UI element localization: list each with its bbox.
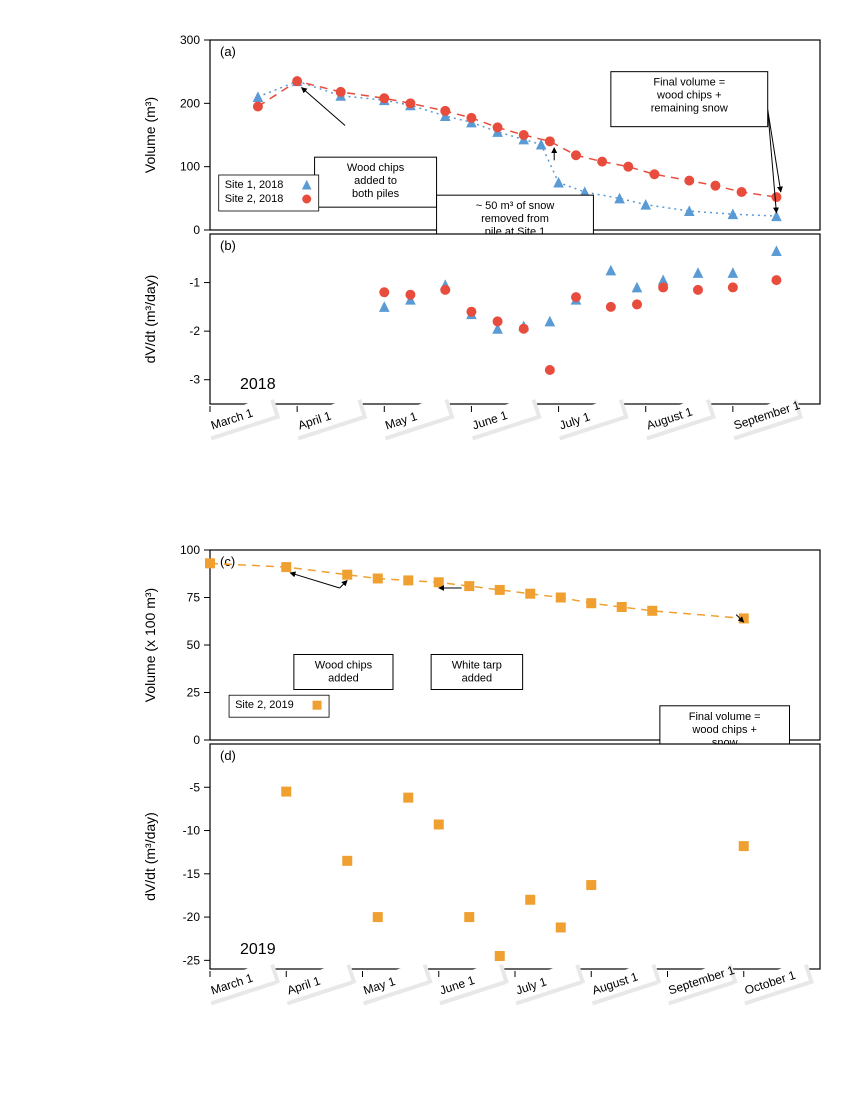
svg-text:75: 75: [187, 591, 201, 605]
svg-text:2018: 2018: [240, 376, 276, 393]
svg-text:-2: -2: [189, 324, 200, 338]
svg-text:added to: added to: [354, 175, 397, 187]
svg-text:-15: -15: [183, 867, 201, 881]
svg-text:Wood chips: Wood chips: [347, 162, 405, 174]
svg-text:Wood chips: Wood chips: [315, 660, 373, 672]
svg-text:-10: -10: [183, 824, 201, 838]
svg-text:Volume (m³): Volume (m³): [142, 97, 158, 173]
svg-text:100: 100: [180, 160, 200, 174]
svg-text:removed from: removed from: [481, 213, 549, 225]
svg-text:200: 200: [180, 96, 200, 110]
svg-text:dV/dt (m³/day): dV/dt (m³/day): [142, 812, 158, 901]
svg-text:White tarp: White tarp: [452, 660, 502, 672]
svg-text:100: 100: [180, 543, 200, 557]
svg-text:-3: -3: [189, 373, 200, 387]
svg-text:~ 50 m³ of snow: ~ 50 m³ of snow: [476, 200, 555, 212]
svg-text:wood chips +: wood chips +: [656, 90, 722, 102]
svg-text:Final volume =: Final volume =: [689, 711, 761, 723]
svg-text:added: added: [328, 673, 359, 685]
svg-text:(b): (b): [220, 238, 236, 253]
svg-text:25: 25: [187, 686, 201, 700]
svg-text:wood chips +: wood chips +: [691, 724, 757, 736]
svg-text:2019: 2019: [240, 941, 276, 958]
svg-text:300: 300: [180, 33, 200, 47]
svg-text:(d): (d): [220, 748, 236, 763]
svg-text:Final volume =: Final volume =: [653, 77, 725, 89]
svg-text:50: 50: [187, 638, 201, 652]
svg-text:dV/dt (m³/day): dV/dt (m³/day): [142, 275, 158, 364]
svg-text:Volume (x 100 m³): Volume (x 100 m³): [142, 588, 158, 702]
svg-text:(a): (a): [220, 44, 236, 59]
svg-text:-5: -5: [189, 780, 200, 794]
svg-text:added: added: [462, 673, 493, 685]
figure-svg: 0100200300Volume (m³)(a)Wood chipsadded …: [0, 0, 860, 1101]
svg-text:-1: -1: [189, 276, 200, 290]
svg-text:remaining snow: remaining snow: [651, 103, 728, 115]
svg-text:(c): (c): [220, 554, 235, 569]
svg-text:both piles: both piles: [352, 188, 400, 200]
svg-text:-25: -25: [183, 953, 201, 967]
svg-text:Site 1, 2018: Site 1, 2018: [225, 179, 284, 191]
svg-text:-20: -20: [183, 910, 201, 924]
svg-text:Site 2, 2019: Site 2, 2019: [235, 699, 294, 711]
svg-text:Site 2, 2018: Site 2, 2018: [225, 193, 284, 205]
svg-text:0: 0: [193, 223, 200, 237]
svg-text:0: 0: [193, 733, 200, 747]
